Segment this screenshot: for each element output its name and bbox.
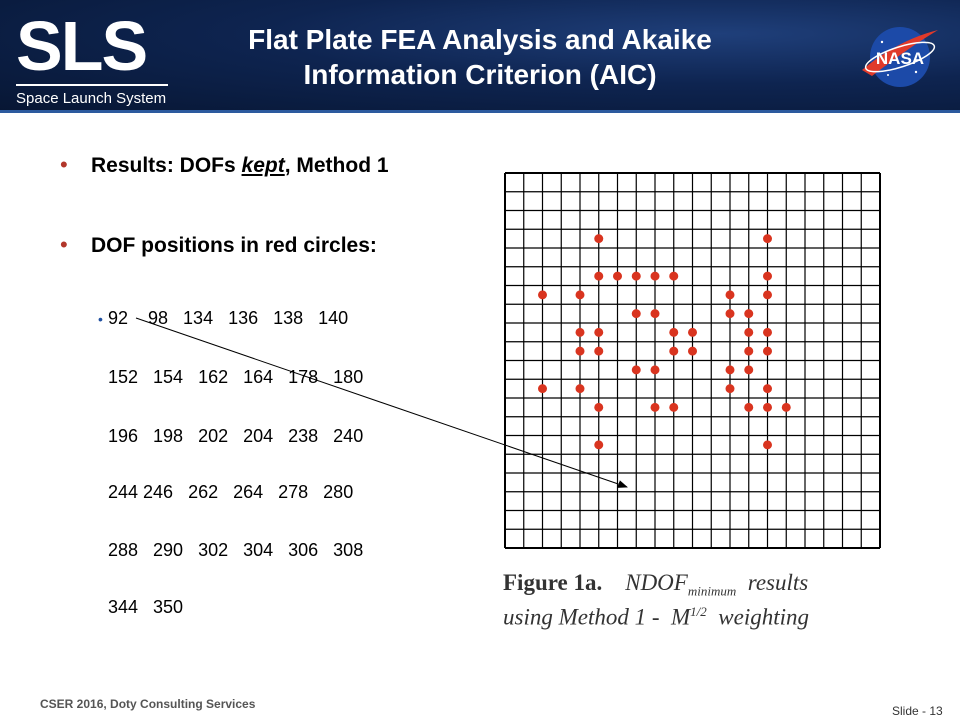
dof-dot bbox=[631, 309, 641, 319]
bullet-dof-positions: DOF positions in red circles: bbox=[91, 234, 377, 257]
dof-dot bbox=[594, 271, 604, 281]
dof-dot bbox=[725, 365, 735, 375]
dof-dot bbox=[744, 309, 754, 319]
dof-dot bbox=[763, 234, 772, 244]
caption-ndof: NDOF bbox=[625, 570, 688, 595]
caption-superscript: 1/2 bbox=[690, 604, 707, 619]
dof-dot bbox=[669, 346, 679, 356]
dof-dot bbox=[763, 440, 772, 450]
dof-dot bbox=[688, 327, 697, 337]
dof-dot bbox=[575, 290, 585, 300]
dof-dot bbox=[650, 402, 660, 412]
dof-dot bbox=[688, 346, 697, 356]
figure-caption-line2: using Method 1 - M1/2 weighting bbox=[503, 604, 809, 631]
dof-dot bbox=[763, 402, 772, 412]
caption-weighting: weighting bbox=[706, 604, 810, 630]
bullet-results-suffix: , Method 1 bbox=[284, 154, 389, 177]
dof-dot bbox=[781, 402, 791, 412]
plate-grid-figure bbox=[504, 172, 881, 549]
dof-row: 244 246 262 264 278 280 bbox=[108, 482, 354, 502]
dof-dot bbox=[575, 384, 585, 394]
dof-row: 196 198 202 204 238 240 bbox=[108, 426, 364, 446]
dof-row: 288 290 302 304 306 308 bbox=[108, 540, 364, 560]
plate-grid bbox=[504, 172, 881, 549]
dof-dot bbox=[744, 346, 754, 356]
dof-dot bbox=[744, 402, 754, 412]
caption-ndof-subscript: minimum bbox=[687, 583, 737, 599]
nasa-meatball-logo: NASA bbox=[862, 27, 938, 87]
caption-results: results bbox=[736, 570, 809, 595]
dof-dot bbox=[594, 440, 604, 450]
sub-bullet-marker: • bbox=[98, 311, 103, 327]
dof-dot bbox=[725, 290, 735, 300]
dof-dot bbox=[631, 271, 641, 281]
slide-title-line1: Flat Plate FEA Analysis and Akaike bbox=[248, 24, 712, 55]
bullet-results-prefix: Results: DOFs bbox=[91, 154, 242, 177]
dof-row: 152 154 162 164 178 180 bbox=[108, 367, 364, 387]
dof-dot bbox=[763, 271, 772, 281]
dof-dot bbox=[763, 346, 772, 356]
dof-dot bbox=[725, 384, 735, 394]
bullet-results-kept: kept bbox=[241, 154, 285, 177]
bullet-results: Results: DOFs kept, Method 1 bbox=[91, 154, 389, 178]
slide-title: Flat Plate FEA Analysis and Akaike Infor… bbox=[195, 22, 765, 92]
dof-dot bbox=[538, 384, 547, 394]
sls-logo-letters: SLS bbox=[16, 7, 148, 85]
dof-dot bbox=[575, 327, 585, 337]
dof-dot bbox=[669, 271, 679, 281]
dof-dot bbox=[669, 327, 679, 337]
dof-dot bbox=[763, 290, 772, 300]
dof-dot bbox=[650, 271, 660, 281]
slide-header: SLS Space Launch System Flat Plate FEA A… bbox=[0, 0, 960, 113]
dof-dot bbox=[725, 309, 735, 319]
slide-number: Slide - 13 bbox=[892, 704, 943, 718]
dof-dot bbox=[650, 365, 660, 375]
dof-dot bbox=[744, 365, 754, 375]
dof-dot bbox=[631, 365, 641, 375]
dof-dot bbox=[594, 346, 604, 356]
dof-row: 92 98 134 136 138 140 bbox=[108, 308, 349, 328]
dof-dot bbox=[575, 346, 585, 356]
slide-title-line2: Information Criterion (AIC) bbox=[303, 59, 657, 90]
figure-caption-line1: Figure 1a. NDOFminimum results bbox=[503, 570, 808, 600]
nasa-logo-text: NASA bbox=[876, 49, 924, 68]
dof-dot bbox=[763, 327, 772, 337]
bullet-marker: • bbox=[60, 152, 68, 177]
dof-dot bbox=[613, 271, 622, 281]
caption-figure-label: Figure 1a. bbox=[503, 570, 603, 595]
dof-dot bbox=[669, 402, 679, 412]
dof-dot bbox=[594, 234, 604, 244]
dof-dot bbox=[744, 327, 754, 337]
sls-logo: SLS Space Launch System bbox=[16, 7, 181, 107]
dof-dot bbox=[650, 309, 660, 319]
caption-method: using Method 1 - M bbox=[503, 604, 691, 630]
sls-logo-divider bbox=[16, 84, 168, 86]
dof-dot bbox=[763, 384, 772, 394]
dof-dot bbox=[594, 327, 604, 337]
footer-credit: CSER 2016, Doty Consulting Services bbox=[40, 697, 256, 711]
sls-logo-subtitle: Space Launch System bbox=[16, 90, 167, 107]
dof-dot bbox=[538, 290, 547, 300]
bullet-marker: • bbox=[60, 232, 68, 257]
dof-dot bbox=[594, 402, 604, 412]
dof-row: 344 350 bbox=[108, 597, 184, 617]
